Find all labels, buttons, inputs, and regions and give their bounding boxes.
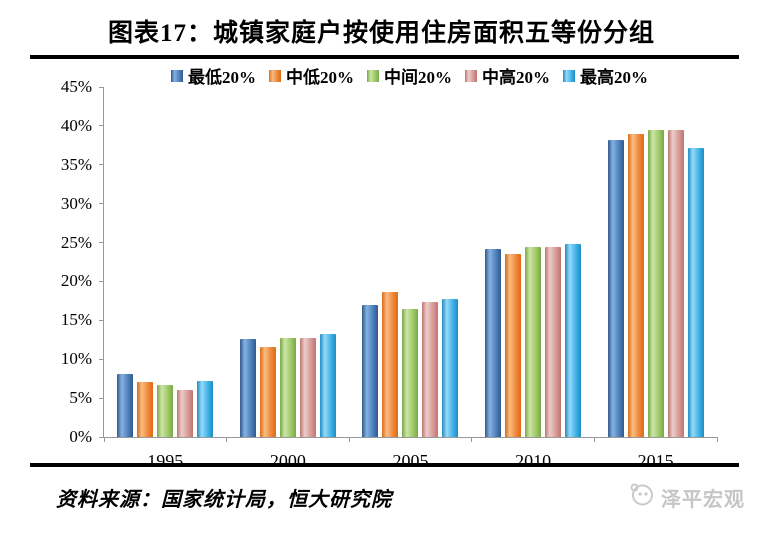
bar [157,384,174,437]
legend-label: 最高20% [580,68,648,87]
y-tick-label: 25% [60,232,92,252]
bar [299,338,316,437]
y-tick-mark [99,164,104,166]
legend-label: 中高20% [482,68,550,87]
bar [607,139,624,437]
x-tick-mark [593,437,595,442]
zeping-macro-logo: 泽平宏观 [629,481,745,513]
bars-row [104,87,717,437]
bar [565,244,582,437]
bar [402,309,419,437]
y-tick-label: 5% [69,388,92,408]
x-axis-label: 2010 [515,451,552,471]
bar [667,129,684,437]
y-tick-label: 35% [60,154,92,174]
x-axis-label: 2005 [392,451,429,471]
y-tick-mark [99,125,104,127]
bar [422,302,439,437]
bar [239,339,256,437]
bar [647,129,664,437]
y-tick-label: 30% [60,193,92,213]
x-axis-label: 2015 [637,451,674,471]
y-tick-label: 20% [60,271,92,291]
y-tick-mark [99,397,104,399]
bar [485,248,502,437]
bar [279,338,296,437]
footer: 资料来源：国家统计局，恒大研究院 泽平宏观 [0,467,763,513]
legend-item: 最高20% [563,63,648,88]
bar [545,247,562,437]
bar [117,374,134,437]
bar-group [472,87,595,437]
x-tick-mark [471,437,473,442]
legend-swatch-icon [171,69,183,82]
y-tick-mark [99,203,104,205]
y-tick-label: 45% [60,77,92,96]
plot-area: 1995 2000 2005 2010 2015 45% 40% 35% 30% 25% 20% 1… [61,77,718,471]
y-tick-label: 10% [60,349,92,369]
bar-group [104,87,227,437]
bar [382,291,399,437]
source-note: 资料来源：国家统计局，恒大研究院 [56,488,392,511]
y-tick-mark [99,358,104,360]
chart-title: 图表17：城镇家庭户按使用住房面积五等份分组 [107,20,655,47]
y-tick-mark [99,319,104,321]
y-tick-mark [99,242,104,244]
y-tick-mark [99,436,104,438]
logo-text: 泽平宏观 [661,488,745,511]
legend-swatch-icon [563,69,575,82]
x-axis-labels: 1995 2000 2005 2010 2015 [104,451,717,472]
legend-item: 中高20% [465,63,550,88]
chart-legend: 最低20% 中低20% 中间20% 中高20% 最高20% [103,63,716,88]
legend-swatch-icon [465,69,477,82]
bar [442,299,459,437]
bar [137,381,154,437]
bar-group [349,87,472,437]
legend-label: 中间20% [384,68,452,87]
legend-swatch-icon [367,69,379,82]
y-tick-mark [99,280,104,282]
y-tick-label: 15% [60,310,92,330]
x-tick-mark [226,437,228,442]
x-tick-mark [716,437,718,442]
y-tick-label: 0% [69,427,92,446]
bar-chart: 最低20% 中低20% 中间20% 中高20% 最高20% 1995 2000 2005 20… [0,59,763,471]
top-divider [30,55,739,59]
bar [197,381,214,437]
x-axis-label: 2000 [269,451,306,471]
x-tick-mark [348,437,350,442]
legend-swatch-icon [269,69,281,82]
x-axis-label: 1995 [147,451,184,471]
bar [362,304,379,437]
y-tick-mark [99,86,104,88]
bottom-divider [30,463,739,467]
legend-label: 最低20% [188,68,256,87]
bar [319,333,336,437]
bar [177,389,194,437]
bar-group [594,87,717,437]
bar [505,254,522,437]
legend-item: 中低20% [269,63,354,88]
x-tick-mark [103,437,105,442]
mascot-icon [629,481,656,513]
legend-label: 中低20% [286,68,354,87]
bar [259,346,276,437]
bar [627,133,644,437]
y-tick-label: 40% [60,115,92,135]
bar [687,148,704,437]
legend-item: 中间20% [367,63,452,88]
bar [525,247,542,437]
legend-item: 最低20% [171,63,256,88]
bar-group [227,87,350,437]
